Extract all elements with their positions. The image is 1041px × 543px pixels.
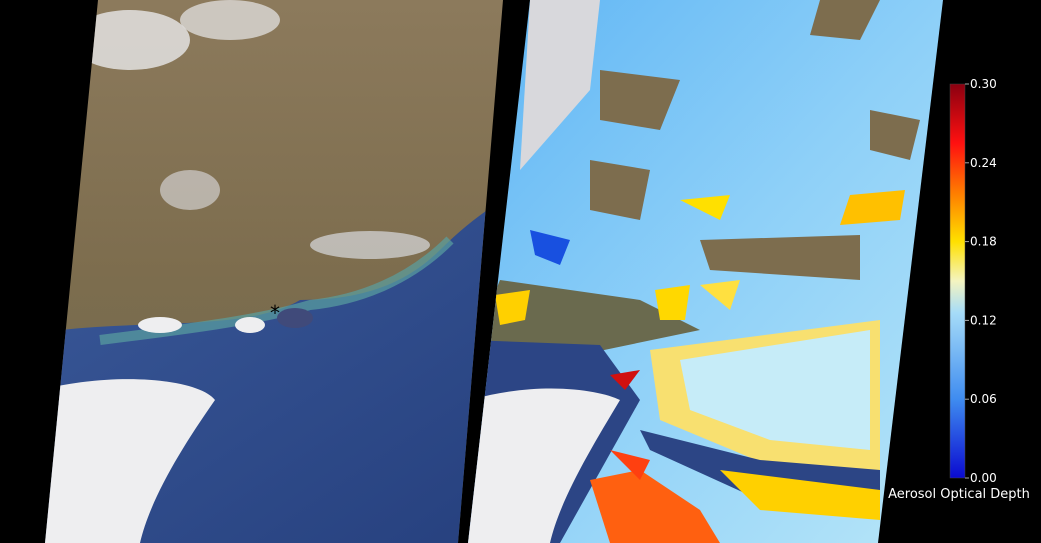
colorbar-tick-label: 0.30 <box>970 77 997 91</box>
colorbar-tick-label: 0.18 <box>970 235 997 249</box>
colorbar-gradient <box>949 83 966 479</box>
colorbar-tick-label: 0.12 <box>970 313 997 327</box>
colorbar-ticks: 0.30 0.24 0.18 0.12 0.06 0.00 <box>965 77 997 485</box>
colorbar-tick-label: 0.06 <box>970 392 997 406</box>
true-color-panel <box>45 0 503 543</box>
colorbar: 0.30 0.24 0.18 0.12 0.06 0.00 Aerosol Optical… <box>888 77 1030 502</box>
colorbar-title: Aerosol Optical Depth <box>888 487 1030 502</box>
colorbar-tick-label: 0.00 <box>970 471 997 485</box>
location-marker: * <box>270 301 280 325</box>
colorbar-tick-label: 0.24 <box>970 156 997 170</box>
aerosol-overlay-panel <box>468 0 943 543</box>
